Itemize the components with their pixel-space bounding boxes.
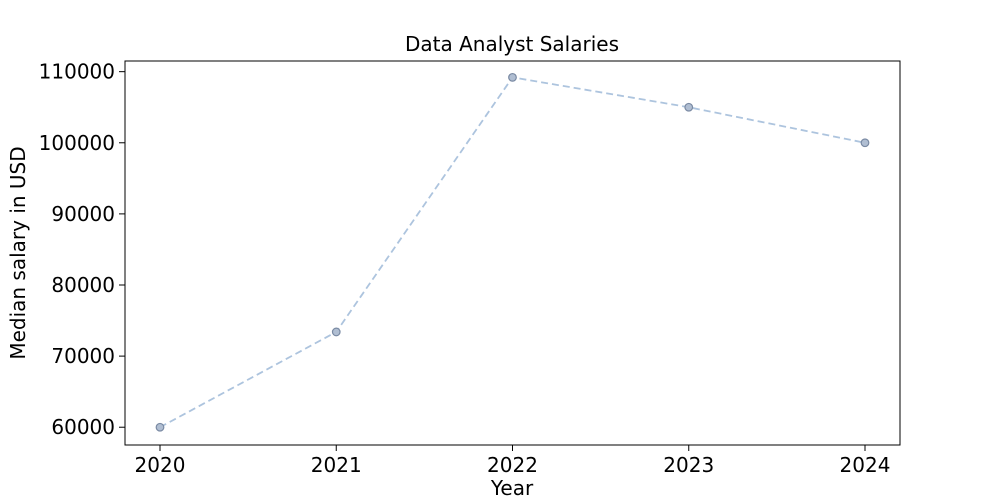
x-tick-label: 2021 [311,453,362,477]
x-tick-label: 2023 [663,453,714,477]
x-tick-label: 2020 [135,453,186,477]
y-axis-label: Median salary in USD [6,146,30,359]
y-axis: 60000 70000 80000 90000 100000 110000 [39,60,125,439]
x-tick-label: 2022 [487,453,538,477]
x-axis-label: Year [490,476,534,500]
y-tick-label: 110000 [39,60,115,84]
series-layer [155,72,870,432]
y-tick-label: 80000 [51,273,115,297]
plot-frame [124,60,901,446]
data-point [684,102,694,112]
x-tick-label: 2024 [840,453,891,477]
y-tick-label: 90000 [51,202,115,226]
chart-title: Data Analyst Salaries [405,32,619,56]
data-point [155,422,165,432]
data-point [508,72,517,82]
y-tick-label: 70000 [51,344,115,368]
series-line [159,76,866,429]
data-point [331,327,341,337]
y-tick-label: 60000 [51,415,115,439]
x-axis: 2020 2021 2022 2023 2024 [135,445,891,477]
y-tick-label: 100000 [39,131,115,155]
data-point [860,138,870,148]
